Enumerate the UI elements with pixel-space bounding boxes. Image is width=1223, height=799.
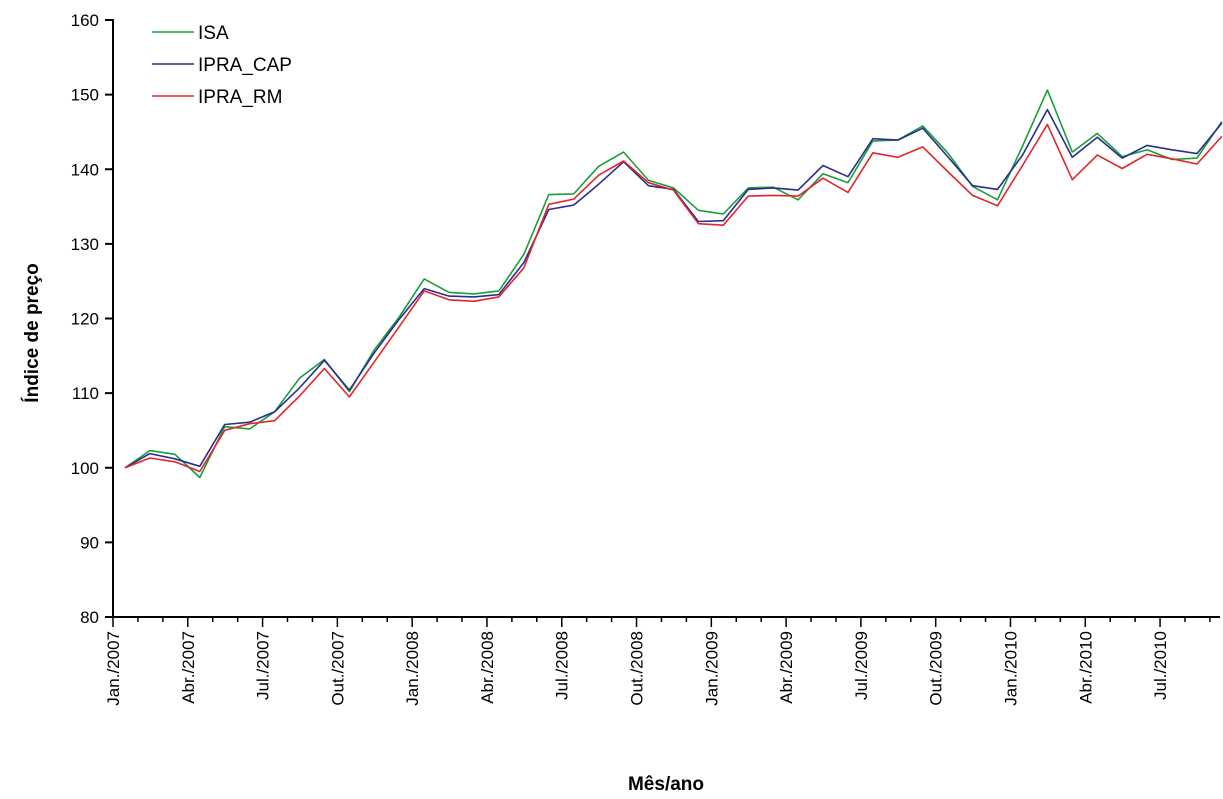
legend-label-ipra-rm: IPRA_RM: [198, 87, 282, 108]
x-tick-label: Abr./2007: [179, 631, 198, 704]
x-tick-label: Abr./2008: [478, 631, 497, 704]
legend-label-ipra-cap: IPRA_CAP: [198, 55, 292, 76]
x-axis-ticks: Jan./2007 Abr./2007 Jul./2007 Out./2007 Jan.…: [104, 617, 1211, 706]
x-axis-title: Mês/ano: [628, 774, 704, 794]
x-tick-label: Abr./2009: [777, 631, 796, 704]
series-line-ipra-rm: [124, 123, 1223, 473]
x-tick-label: Jan./2010: [1001, 631, 1020, 706]
x-tick-label: Jan./2009: [702, 631, 721, 706]
series-lines: [124, 89, 1223, 479]
y-tick-label: 160: [71, 11, 99, 30]
x-tick-label: Out./2008: [628, 631, 647, 706]
x-tick-label: Jul./2009: [852, 631, 871, 700]
x-tick-label: Jul./2007: [254, 631, 273, 700]
legend: ISA IPRA_CAP IPRA_RM: [152, 23, 292, 108]
series-line-isa: [124, 89, 1223, 479]
y-axis-title: Índice de preço: [21, 263, 43, 402]
x-tick-label: Out./2009: [927, 631, 946, 706]
x-tick-label: Abr./2010: [1076, 631, 1095, 704]
y-tick-label: 130: [71, 235, 99, 254]
x-tick-label: Jul./2008: [553, 631, 572, 700]
y-tick-label: 80: [80, 608, 99, 627]
y-tick-label: 120: [71, 310, 99, 329]
y-axis-ticks: 80 90 100 110 120 130 140 150 160: [71, 11, 113, 627]
x-tick-label: Jan./2007: [104, 631, 123, 706]
y-tick-label: 100: [71, 459, 99, 478]
y-tick-label: 90: [80, 533, 99, 552]
x-tick-label: Jan./2008: [403, 631, 422, 706]
y-tick-label: 110: [72, 384, 99, 403]
series-line-ipra-cap: [124, 108, 1223, 469]
legend-label-isa: ISA: [198, 23, 229, 44]
x-tick-label: Jul./2010: [1151, 631, 1170, 700]
y-tick-label: 140: [71, 160, 99, 179]
y-tick-label: 150: [71, 86, 99, 105]
x-tick-label: Out./2007: [328, 631, 347, 706]
axes: [112, 19, 1220, 618]
